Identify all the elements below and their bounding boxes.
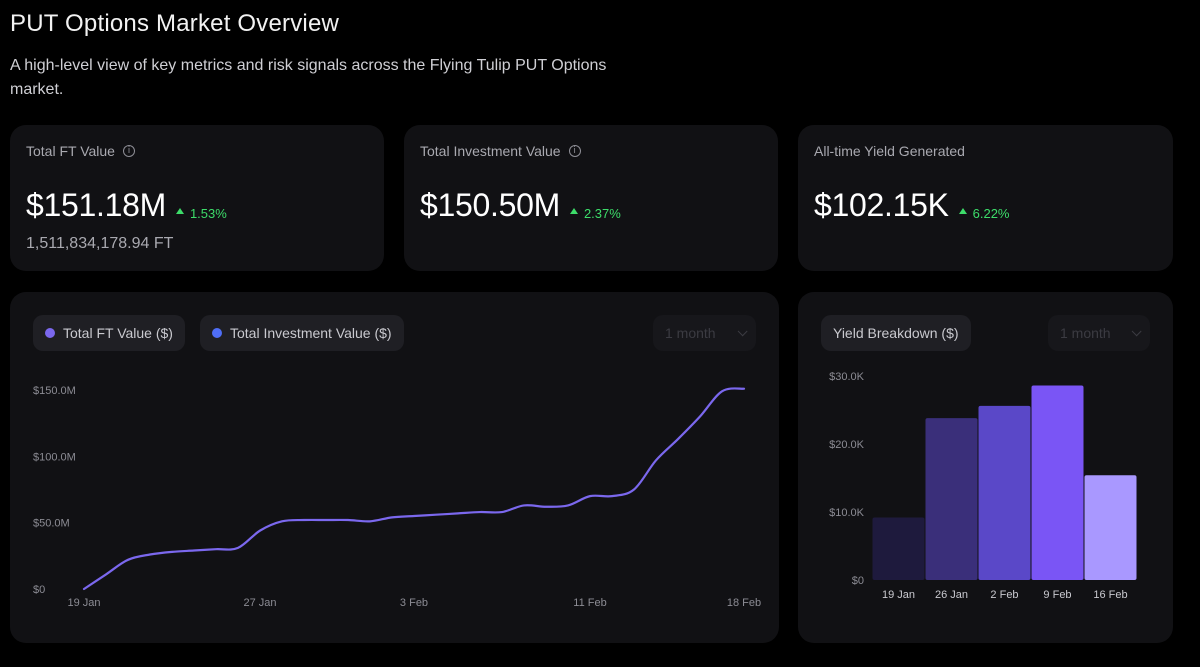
legend-label: Total FT Value ($) — [63, 325, 173, 341]
metric-change: 2.37% — [569, 205, 621, 221]
metric-label: All-time Yield Generated — [814, 143, 965, 159]
metric-label-text: Total FT Value — [26, 143, 115, 159]
x-axis-tick-label: 16 Feb — [1093, 589, 1127, 601]
x-axis-tick-label: 9 Feb — [1043, 589, 1071, 601]
legend-label: Yield Breakdown ($) — [833, 325, 959, 341]
up-arrow-icon — [175, 208, 184, 214]
bar-chart: $0 $10.0K $20.0K $30.0K 19 Jan 26 Jan 2 Feb 9 F… — [829, 371, 1137, 601]
up-arrow-icon — [569, 208, 578, 214]
page-subtitle: A high-level view of key metrics and ris… — [10, 57, 607, 98]
legend-total-investment-value[interactable]: Total Investment Value ($) — [200, 315, 404, 351]
metric-change: 6.22% — [958, 205, 1010, 221]
metric-change: 1.53% — [175, 205, 227, 221]
y-axis-tick-label: $50.0M — [33, 518, 70, 530]
metric-sub-value: 1,511,834,178.94 FT — [26, 235, 174, 252]
legend-dot — [212, 328, 222, 338]
info-icon[interactable]: i — [122, 145, 135, 157]
metric-change-text: 2.37% — [583, 205, 621, 221]
bar-9-feb — [1031, 385, 1084, 580]
metric-change-text: 6.22% — [972, 205, 1010, 221]
bar-2-feb — [978, 405, 1031, 580]
line-chart: $0 $50.0M $100.0M $150.0M 19 Jan 27 Jan 3 Feb 1… — [33, 385, 761, 609]
up-arrow-icon — [958, 208, 967, 214]
metric-label: Total Investment Value i — [420, 143, 581, 159]
x-axis-tick-label: 3 Feb — [400, 597, 428, 609]
time-range-value: 1 month — [665, 325, 716, 341]
x-axis-tick-label: 18 Feb — [727, 597, 761, 609]
metric-label: Total FT Value i — [26, 143, 135, 159]
time-range-dropdown[interactable]: 1 month — [1048, 315, 1150, 351]
x-axis-tick-label: 27 Jan — [243, 597, 276, 609]
y-axis-tick-label: $20.0K — [829, 439, 865, 451]
x-axis-tick-label: 26 Jan — [935, 589, 968, 601]
metric-card-total-investment-value: Total Investment Value i $150.50M 2.37% — [404, 125, 778, 271]
page-title: PUT Options Market Overview — [10, 10, 340, 37]
metric-change-text: 1.53% — [189, 205, 227, 221]
metric-label-text: All-time Yield Generated — [814, 143, 965, 159]
metric-value: $151.18M — [26, 187, 166, 223]
x-axis-tick-label: 19 Jan — [882, 589, 915, 601]
y-axis-tick-label: $100.0M — [33, 451, 76, 463]
y-axis-tick-label: $0 — [852, 575, 864, 587]
metric-card-all-time-yield: All-time Yield Generated $102.15K 6.22% — [798, 125, 1173, 271]
metric-value: $102.15K — [814, 187, 949, 223]
time-range-value: 1 month — [1060, 325, 1111, 341]
y-axis-tick-label: $150.0M — [33, 385, 76, 397]
y-axis-tick-label: $30.0K — [829, 371, 865, 383]
y-axis-tick-label: $10.0K — [829, 507, 865, 519]
legend-dot — [45, 328, 55, 338]
metric-value: $150.50M — [420, 187, 560, 223]
bar-19-jan — [872, 517, 925, 580]
legend-label: Total Investment Value ($) — [230, 325, 392, 341]
time-range-dropdown[interactable]: 1 month — [653, 315, 756, 351]
yield-chart-card: Yield Breakdown ($) 1 month $0 $10.0K $20.… — [798, 292, 1173, 643]
legend-yield-breakdown[interactable]: Yield Breakdown ($) — [821, 315, 971, 351]
legend-total-ft-value[interactable]: Total FT Value ($) — [33, 315, 185, 351]
x-axis-tick-label: 11 Feb — [573, 597, 606, 609]
x-axis-tick-label: 2 Feb — [990, 589, 1018, 601]
metric-label-text: Total Investment Value — [420, 143, 561, 159]
bar-26-jan — [925, 418, 978, 580]
x-axis-tick-label: 19 Jan — [67, 597, 100, 609]
info-icon[interactable]: i — [568, 145, 581, 157]
bar-16-feb — [1084, 475, 1137, 580]
metric-card-total-ft-value: Total FT Value i $151.18M 1.53% 1,511,83… — [10, 125, 384, 271]
value-chart-card: Total FT Value ($) Total Investment Valu… — [10, 292, 779, 643]
series-line-total-ft-value — [82, 387, 746, 591]
y-axis-tick-label: $0 — [33, 584, 45, 596]
